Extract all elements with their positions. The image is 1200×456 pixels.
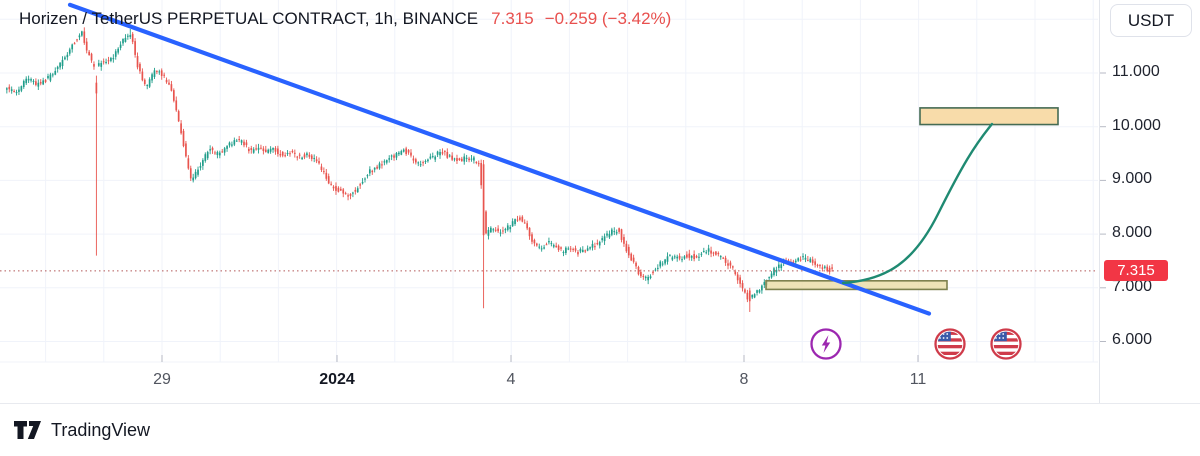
symbol-title[interactable]: Horizen / TetherUS PERPETUAL CONTRACT, 1…	[19, 9, 479, 28]
tradingview-brand[interactable]: TradingView	[51, 419, 151, 440]
candles-layer	[6, 27, 833, 312]
time-axis-label: 11	[909, 371, 927, 388]
price-axis-label: 7.000	[1112, 278, 1153, 295]
price-axis-label: 10.000	[1112, 117, 1161, 134]
time-axis-label: 29	[153, 371, 171, 388]
current-price-tag: 7.315	[1104, 260, 1168, 281]
price-axis-label: 11.000	[1112, 63, 1160, 80]
lightning-event-icon[interactable]	[810, 328, 842, 360]
price-change-group: 7.315 −0.259 (−3.42%)	[491, 9, 671, 29]
overlays-layer[interactable]	[0, 2, 1098, 316]
us-flag-icon	[937, 331, 963, 357]
axis-ticks-layer	[161, 72, 1106, 362]
currency-toggle-button[interactable]: USDT	[1110, 4, 1192, 37]
tradingview-logo-icon[interactable]	[14, 419, 42, 441]
event-markers[interactable]	[810, 328, 1022, 360]
chart-canvas[interactable]	[0, 0, 1200, 403]
zones-layer[interactable]	[765, 107, 1059, 291]
grid-layer	[0, 0, 1098, 363]
time-axis-label: 4	[506, 371, 516, 388]
price-axis-label: 8.000	[1112, 224, 1153, 241]
us-flag-icon	[993, 331, 1019, 357]
us-flag-event-icon[interactable]	[934, 328, 966, 360]
us-flag-event-icon[interactable]	[990, 328, 1022, 360]
chart-legend[interactable]: Horizen / TetherUS PERPETUAL CONTRACT, 1…	[19, 9, 671, 29]
chart-widget[interactable]: Horizen / TetherUS PERPETUAL CONTRACT, 1…	[0, 0, 1200, 404]
footer: TradingView	[0, 404, 1200, 456]
price-change: −0.259 (−3.42%)	[544, 9, 672, 28]
price-axis-label: 9.000	[1112, 170, 1153, 187]
price-axis-label: 6.000	[1112, 331, 1153, 348]
time-axis-label: 2024	[319, 371, 355, 388]
last-price: 7.315	[491, 9, 534, 28]
time-axis-label: 8	[739, 371, 749, 388]
lightning-bolt-icon	[821, 335, 831, 353]
